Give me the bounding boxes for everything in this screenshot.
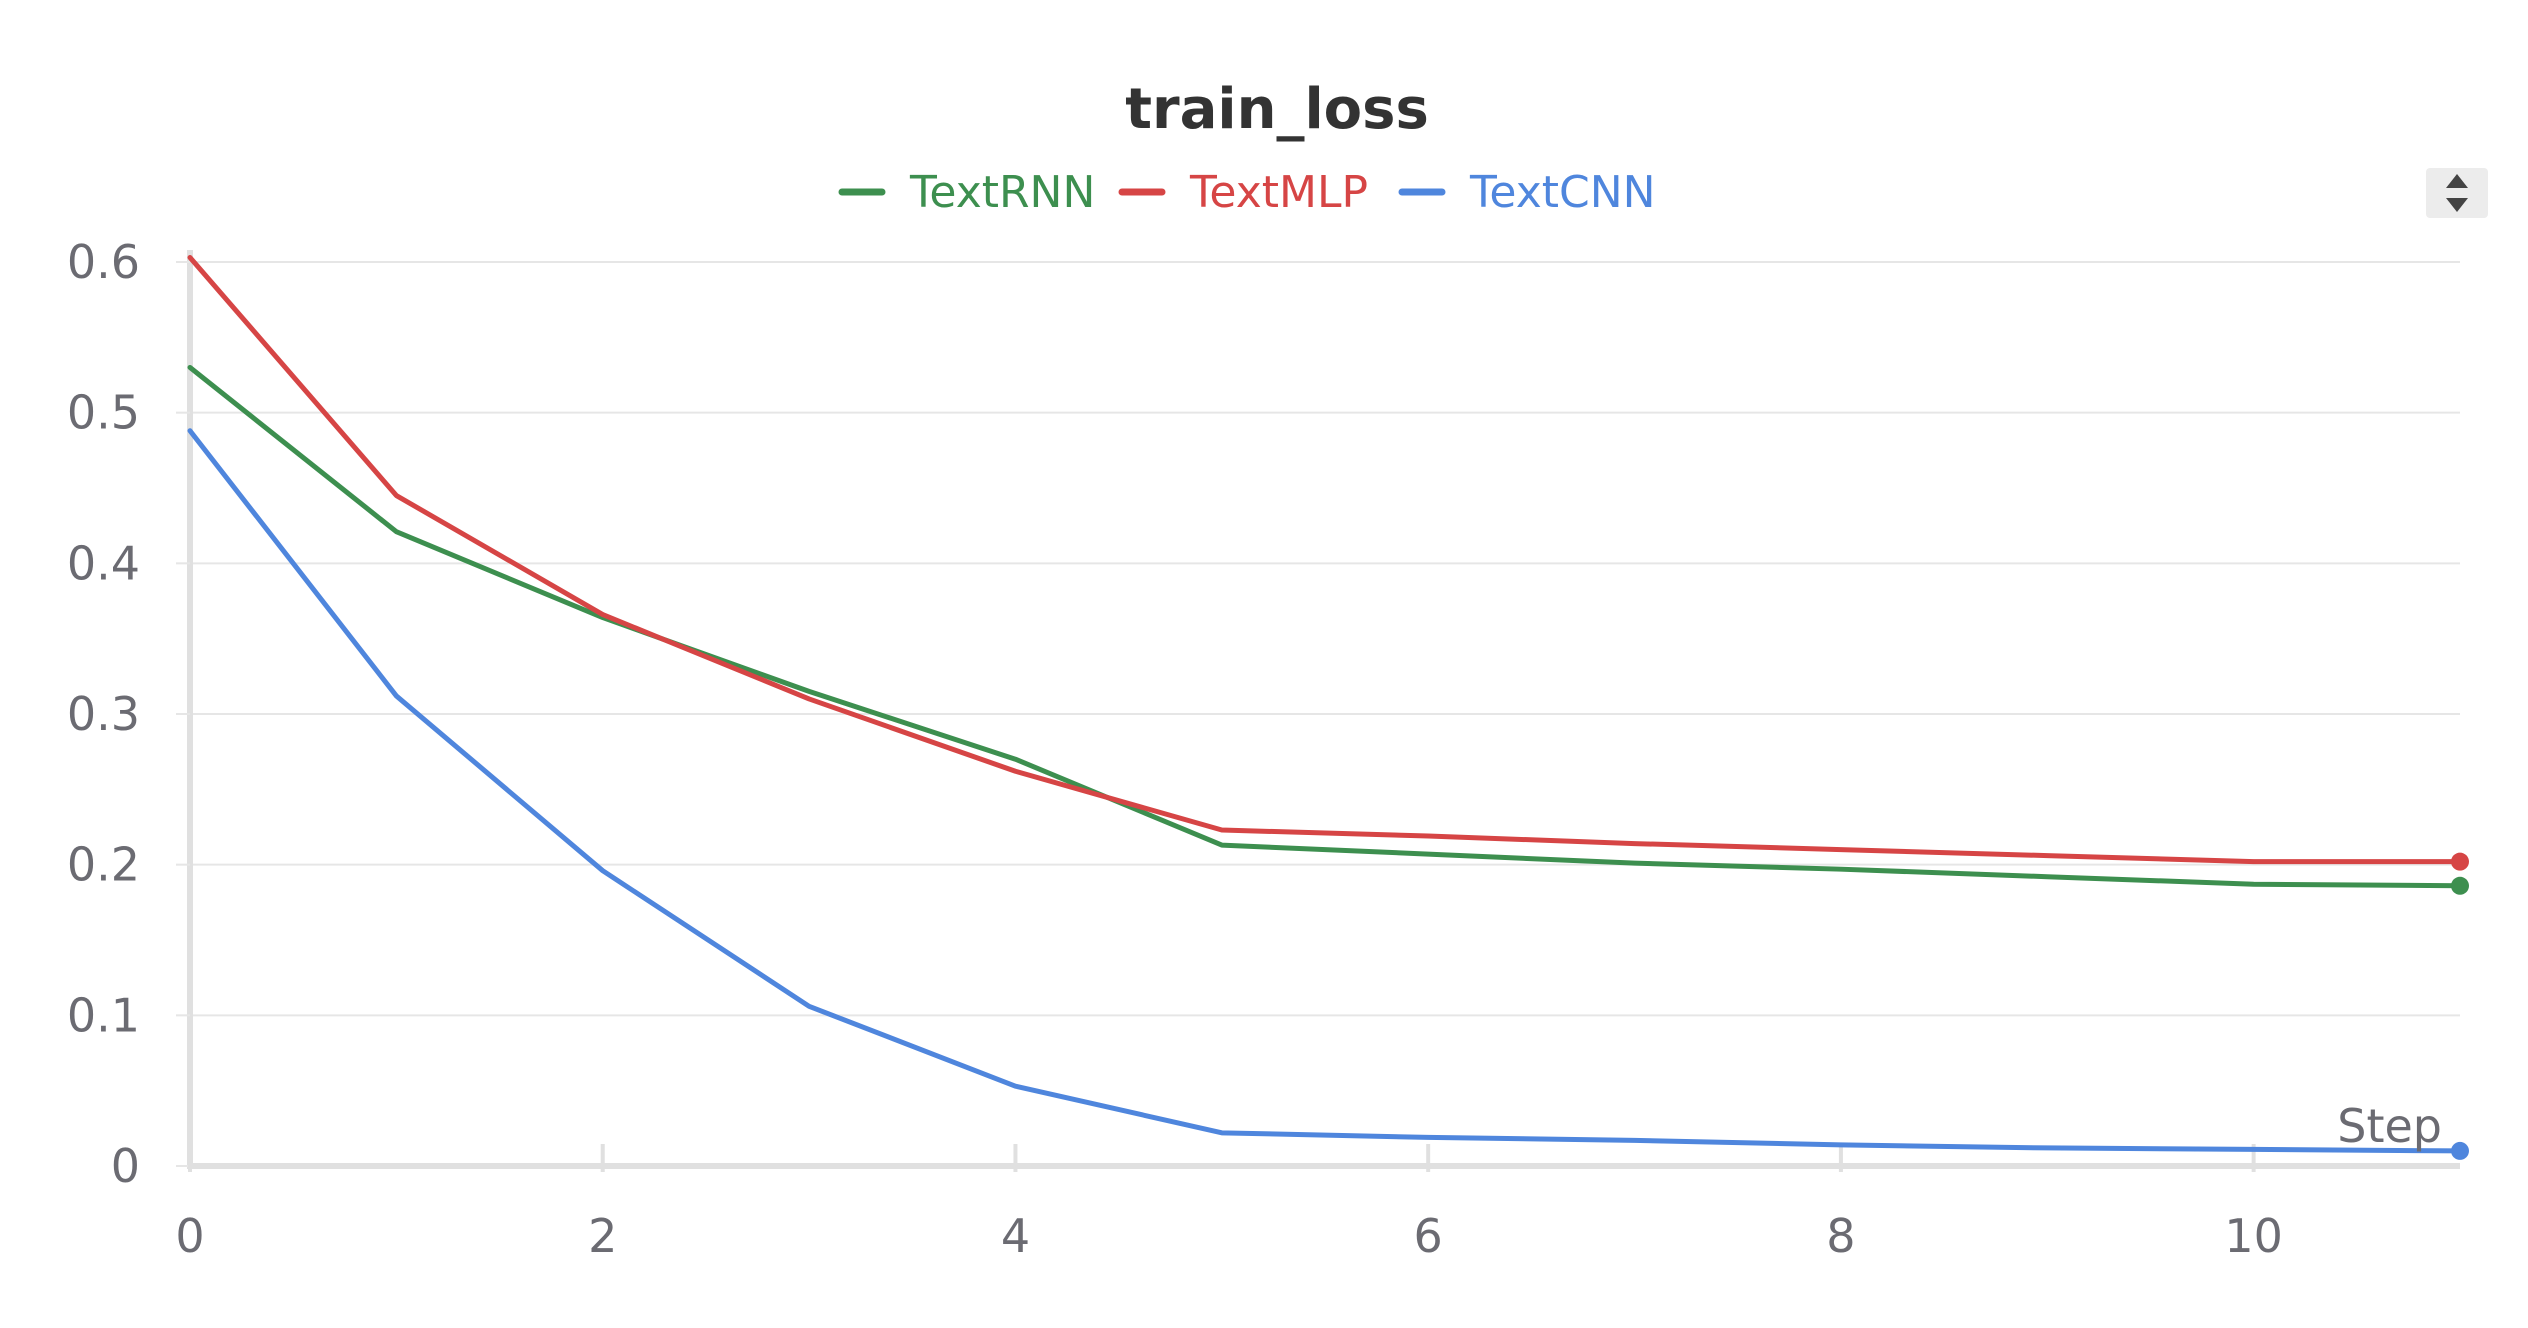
grid [190,261,2460,1017]
legend-label: TextCNN [1469,167,1656,218]
chart-title: train_loss [1125,77,1429,142]
y-tick-label: 0.3 [67,687,140,741]
y-tick-label: 0.1 [67,988,140,1042]
legend-item-textcnn[interactable]: TextCNN [1398,167,1656,218]
series-line-textrnn [187,364,2463,889]
y-tick-label: 0.2 [67,838,140,892]
series-endpoint-textrnn [2451,876,2469,895]
up-down-arrows-icon [2446,174,2468,212]
legend: TextRNN TextMLP TextCNN [838,167,1656,218]
x-tick-label: 8 [1826,1209,1855,1263]
y-tick-label: 0 [111,1139,140,1193]
y-tick-label: 0.6 [67,235,140,289]
y-tick-label: 0.4 [67,536,140,590]
x-axis-ticks: 0 2 4 6 8 10 [175,1144,2283,1263]
x-tick-label: 0 [175,1209,204,1263]
series-endpoint-textcnn [2451,1141,2469,1160]
series-lines [187,254,2463,1154]
y-axis-ticks: 0 0.1 0.2 0.3 0.4 0.5 0.6 [67,235,190,1193]
x-tick-label: 6 [1414,1209,1443,1263]
series-endpoints [2451,852,2469,1160]
x-tick-label: 10 [2224,1209,2283,1263]
x-tick-label: 4 [1001,1209,1030,1263]
series-line-textcnn [187,428,2463,1154]
expand-toggle-button[interactable] [2426,168,2488,218]
series-endpoint-textmlp [2451,852,2469,871]
legend-label: TextMLP [1189,167,1368,218]
legend-label: TextRNN [909,167,1095,218]
series-line-textmlp [187,254,2463,865]
expand-toggle-bg[interactable] [2426,168,2488,218]
x-tick-label: 2 [588,1209,617,1263]
legend-item-textmlp[interactable]: TextMLP [1118,167,1368,218]
x-axis-label: Step [2337,1099,2442,1153]
axes [187,250,2460,1169]
y-tick-label: 0.5 [67,386,140,440]
legend-item-textrnn[interactable]: TextRNN [838,167,1095,218]
